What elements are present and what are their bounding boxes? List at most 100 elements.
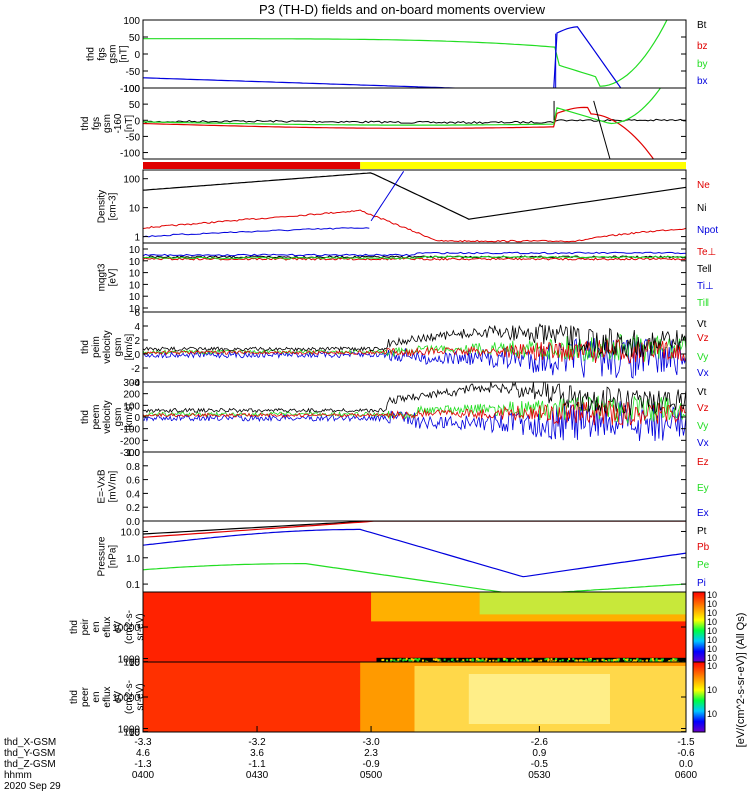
y-label-line: velocity xyxy=(102,400,113,433)
plot-area-peir-spec xyxy=(143,592,686,662)
series-teperp xyxy=(143,257,686,261)
x-tick-z_gsm: -0.5 xyxy=(531,759,549,770)
y-label-line: en xyxy=(91,621,102,632)
y-tick-label: -50 xyxy=(126,132,141,143)
y-tick-label: 50 xyxy=(129,100,141,111)
plot-area-peim-velocity xyxy=(143,323,686,379)
legend-ti⊥: Ti⊥ xyxy=(697,281,714,292)
y-tick-label: 10 xyxy=(129,658,141,669)
x-tick-z_gsm: 0.0 xyxy=(679,759,693,770)
colorbar-ion-label: 10 xyxy=(707,644,717,654)
legend-bz: bz xyxy=(697,41,708,52)
plot-area-fgs-dsl xyxy=(143,88,686,159)
x-tick-z_gsm: -1.1 xyxy=(248,759,266,770)
legend-ex: Ex xyxy=(697,508,709,519)
series-red xyxy=(143,106,655,159)
colorbar-ion-label: 10 xyxy=(707,635,717,645)
y-tick-label: 300 xyxy=(123,378,140,389)
colorbar-electron-label: 10 xyxy=(707,661,717,671)
series-tipar xyxy=(143,255,686,260)
y-label-peer-spec: thd peer en eflux eV (cm2-s-sr-eV) xyxy=(69,680,146,714)
x-row-label: 2020 Sep 29 xyxy=(4,781,61,792)
series-pe xyxy=(143,562,686,592)
plot-area-fgs xyxy=(143,20,668,88)
colorbar-ion-label: 10 xyxy=(707,617,717,627)
y-tick-label: 0 xyxy=(134,413,140,424)
y-label-line: thd xyxy=(69,620,80,634)
y-tick-label: -2 xyxy=(131,364,140,375)
legend-vx: Vx xyxy=(697,368,709,379)
y-tick-label: 10 xyxy=(129,269,141,280)
x-row-label: thd_Y-GSM xyxy=(4,748,55,759)
y-tick-label: 0.2 xyxy=(126,503,140,514)
y-label-line: eV xyxy=(113,621,124,634)
series-npot xyxy=(143,227,370,238)
y-tick-label: 100 xyxy=(123,401,140,412)
colorbar-ion-label: 10 xyxy=(707,590,717,600)
legend-bx: bx xyxy=(697,76,708,87)
y-tick-label: 10 xyxy=(129,728,141,739)
legend-vx: Vx xyxy=(697,438,709,449)
y-label-line: sr-eV) xyxy=(135,613,146,640)
series-pb xyxy=(143,521,686,538)
legend-te‖: Te‖ xyxy=(697,264,712,275)
series-vx xyxy=(143,338,686,379)
y-tick-label: 100 xyxy=(123,175,140,186)
y-label-line: fgs xyxy=(97,47,108,60)
legend-vt: Vt xyxy=(697,387,707,398)
y-label-line: velocity xyxy=(102,330,113,363)
y-tick-label: 0.1 xyxy=(126,580,140,591)
y-tick-label: 10000 xyxy=(112,693,140,704)
y-tick-label: 100 xyxy=(123,728,140,739)
y-axis-efield: 1.0 0.8 0.6 0.4 0.2 0.0 xyxy=(126,448,686,528)
plot-title: P3 (TH-D) fields and on-board moments ov… xyxy=(259,2,546,17)
legend-ti‖: Ti‖ xyxy=(697,298,709,309)
y-tick-label: 0.0 xyxy=(126,517,140,528)
y-label-line: E=-VxB xyxy=(97,469,108,504)
series-green xyxy=(143,88,662,126)
x-tick-y_gsm: 4.6 xyxy=(136,748,150,759)
y-tick-label: -4 xyxy=(131,378,140,389)
y-label-line: fgs xyxy=(91,117,102,130)
y-label-line: en xyxy=(91,691,102,702)
series-pt xyxy=(143,521,686,535)
drop-line xyxy=(593,100,611,159)
y-label-line: [km/s] xyxy=(124,333,135,360)
y-label-density: Density [cm-3] xyxy=(97,190,119,223)
legend-npot: Npot xyxy=(697,225,718,236)
plot-area-peer-spec xyxy=(143,662,686,732)
y-label-fgs-dsl: thd fgs gsm -160 [nT] xyxy=(80,113,135,133)
x-tick-z_gsm: -1.3 xyxy=(134,759,152,770)
y-tick-label: 10000 xyxy=(112,623,140,634)
y-tick-label: 1 xyxy=(134,233,140,244)
y-tick-label: 100 xyxy=(123,658,140,669)
colorbar-electron-label: 10 xyxy=(707,709,717,719)
legend-vt: Vt xyxy=(697,319,707,330)
plot-area-temperature xyxy=(143,251,686,261)
y-label-line: thd xyxy=(80,340,91,354)
legend-by: by xyxy=(697,59,708,70)
y-tick-label: 0 xyxy=(134,116,140,127)
panel-fgs: 100 50 0 -50 -100 thd fgs gsm [nT] Bt bz by bx xyxy=(86,16,708,95)
y-label-line: -160 xyxy=(113,113,124,133)
y-label-line: eV xyxy=(113,691,124,704)
y-tick-label: 0.8 xyxy=(126,462,140,473)
x-tick-x_gsm: -3.2 xyxy=(248,737,266,748)
y-label-line: [nPa] xyxy=(108,545,119,569)
legend-ey: Ey xyxy=(697,483,709,494)
x-tick-x_gsm: -1.5 xyxy=(677,737,695,748)
y-label-line: peim xyxy=(91,336,102,358)
y-label-line: sr-eV) xyxy=(135,683,146,710)
x-tick-hhmm: 0530 xyxy=(528,770,551,781)
y-tick-label: 200 xyxy=(123,390,140,401)
legend-ni: Ni xyxy=(697,203,706,214)
y-label-line: (cm2-s- xyxy=(124,610,135,644)
legend-pi: Pi xyxy=(697,578,706,589)
x-tick-hhmm: 0430 xyxy=(246,770,269,781)
y-tick-label: 0 xyxy=(134,50,140,61)
y-tick-label: 100 xyxy=(123,16,140,27)
x-row-label: thd_X-GSM xyxy=(4,737,56,748)
y-label-peir-spec: thd peir en eflux eV (cm2-s-sr-eV) xyxy=(69,610,146,644)
panel-frame xyxy=(142,19,687,89)
